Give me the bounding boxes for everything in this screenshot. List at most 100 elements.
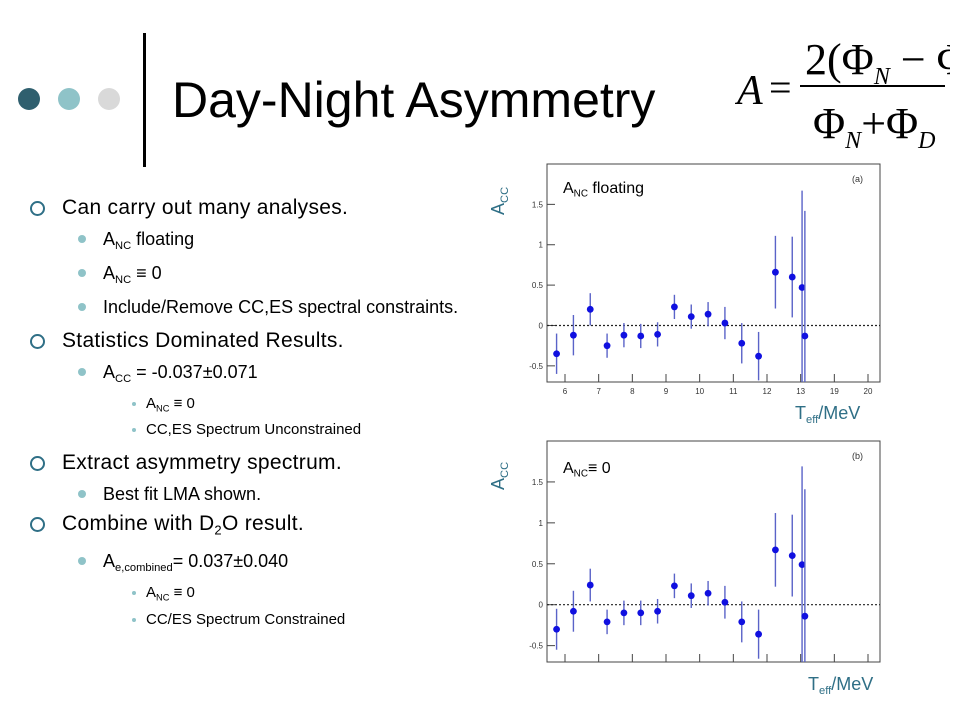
formula-numerator: 2(ΦN − ΦD) <box>805 35 950 90</box>
bullet-marker <box>30 455 45 471</box>
bullet-marker <box>132 591 136 596</box>
bullet-marker <box>132 617 136 622</box>
y-tick-label: 0 <box>539 321 544 330</box>
dot-dark <box>18 88 40 110</box>
data-point <box>570 331 577 339</box>
formula-equals: = <box>769 65 792 110</box>
data-point <box>721 598 729 606</box>
x-tick-label: 6 <box>563 387 568 396</box>
data-point <box>687 313 695 320</box>
data-point <box>637 609 645 617</box>
bullet-marker <box>78 302 86 311</box>
plot-frame <box>546 440 881 663</box>
panel-label: (a) <box>852 174 863 184</box>
data-point <box>671 303 678 311</box>
dot-teal <box>58 88 80 110</box>
bullet-statistics: Statistics Dominated Results. <box>30 328 500 354</box>
x-tick-label: 20 <box>864 387 873 396</box>
x-tick-label: 9 <box>664 387 669 396</box>
data-point <box>620 609 628 617</box>
data-point <box>755 630 762 638</box>
data-point <box>603 342 611 350</box>
data-point <box>738 618 746 626</box>
x-tick-label: 13 <box>796 387 805 396</box>
y-tick-label: 1 <box>539 241 544 250</box>
bullet-marker <box>78 268 86 277</box>
bullet-marker <box>30 333 45 349</box>
formula-lhs: A <box>735 68 763 114</box>
y-tick-label: 0 <box>539 601 544 610</box>
data-point <box>738 339 746 347</box>
data-point <box>637 332 645 340</box>
bullet-marker <box>30 516 45 532</box>
data-point <box>671 582 678 590</box>
dot-grey <box>98 88 120 110</box>
data-point <box>586 581 594 589</box>
data-point <box>620 331 628 339</box>
data-point <box>654 330 661 338</box>
bottom-x-label: Teff/MeV <box>808 674 874 697</box>
data-point <box>798 561 806 568</box>
bullet-marker <box>78 557 86 566</box>
bullet-acc-anc-zero: ANC ≡ 0 <box>30 395 500 416</box>
bullet-marker <box>132 401 136 406</box>
bullet-marker <box>78 367 86 376</box>
chart-b: -0.5 0 0.5 1 1.5 (b) <box>529 440 881 663</box>
data-point <box>788 273 796 281</box>
formula-denominator: ΦN+ΦD <box>813 99 936 154</box>
data-point <box>772 546 779 554</box>
bullet-marker <box>132 427 136 432</box>
x-tick-label: 11 <box>729 387 738 396</box>
y-tick-label: 0.5 <box>532 560 544 569</box>
y-tick-label: 1 <box>539 519 544 528</box>
bullet-best-fit: Best fit LMA shown. <box>30 484 500 505</box>
bullet-marker <box>78 235 86 243</box>
plot-frame <box>546 163 881 383</box>
data-point <box>798 284 806 291</box>
bullet-list: Can carry out many analyses. ANC floatin… <box>30 195 500 634</box>
x-tick-label: 10 <box>695 387 704 396</box>
data-point <box>704 589 712 597</box>
data-point <box>721 319 729 327</box>
bullet-acc-result: ACC = -0.037±0.071 <box>30 362 500 390</box>
x-tick-label: 19 <box>830 387 839 396</box>
data-point <box>603 618 611 626</box>
bullet-marker <box>78 489 86 498</box>
title-divider <box>143 33 146 167</box>
data-point <box>704 310 712 318</box>
chart-a: -0.5 0 0.5 1 1.5 6 7 8 9 10 11 12 13 19 20 (a) <box>529 163 881 396</box>
data-point <box>801 612 809 620</box>
bullet-anc-floating: ANC floating <box>30 229 500 257</box>
bullet-anc-zero: ANC ≡ 0 <box>30 263 500 291</box>
x-tick-label: 7 <box>596 387 601 396</box>
y-tick-label: 1.5 <box>532 200 544 209</box>
bottom-plot-note: ANC≡ 0 <box>563 460 611 480</box>
data-point <box>570 607 577 615</box>
bullet-combine: Combine with D2O result. <box>30 511 500 544</box>
data-point <box>772 268 779 276</box>
bullet-extract: Extract asymmetry spectrum. <box>30 450 500 476</box>
bullet-combined-constrained: CC/ES Spectrum Constrained <box>30 611 500 628</box>
panel-label: (b) <box>852 451 863 461</box>
data-point <box>755 352 762 360</box>
page-title: Day-Night Asymmetry <box>172 72 656 128</box>
data-point <box>801 332 809 340</box>
data-point <box>654 607 661 615</box>
data-point <box>553 625 560 633</box>
data-point <box>586 305 594 313</box>
data-point <box>788 552 796 559</box>
top-x-label: Teff/MeV <box>795 403 861 426</box>
x-tick-label: 8 <box>630 387 635 396</box>
bullet-marker <box>30 201 45 216</box>
bullet-combined-anc-zero: ANC ≡ 0 <box>30 585 500 605</box>
data-point <box>687 592 695 600</box>
x-tick-label: 12 <box>763 387 772 396</box>
y-tick-label: -0.5 <box>529 642 543 651</box>
asymmetry-formula: A = 2(ΦN − ΦD) ΦN+ΦD <box>735 35 950 154</box>
y-tick-label: 1.5 <box>532 478 544 487</box>
y-tick-label: 0.5 <box>532 281 544 290</box>
bullet-combined-result: Ae,combined= 0.037±0.040 <box>30 551 500 579</box>
top-plot-note: ANC floating <box>563 180 645 200</box>
bullet-constraints: Include/Remove CC,ES spectral constraint… <box>30 297 500 318</box>
bullet-acc-unconstrained: CC,ES Spectrum Unconstrained <box>30 421 500 438</box>
